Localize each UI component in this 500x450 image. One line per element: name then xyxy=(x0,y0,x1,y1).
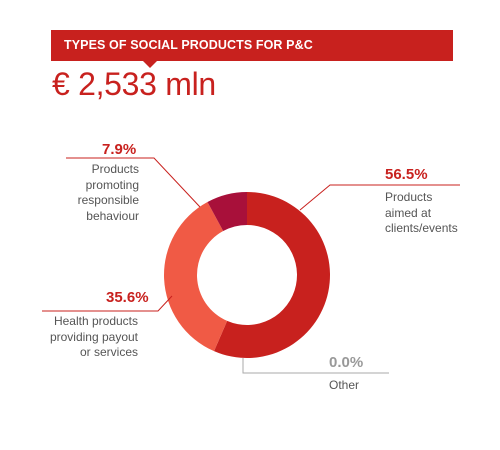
leader-health xyxy=(42,295,173,312)
label-health-pct: 35.6% xyxy=(106,289,149,306)
title-bar: TYPES OF SOCIAL PRODUCTS FOR P&C xyxy=(51,30,453,68)
label-health-name: Health products providing payout or serv… xyxy=(49,314,138,359)
leader-clients-events xyxy=(299,184,460,211)
label-clients-events-pct: 56.5% xyxy=(385,166,428,183)
leader-other xyxy=(242,358,389,374)
label-clients-events-name: Products aimed at clients/events xyxy=(385,190,458,235)
label-responsible-name: Products promoting responsible behaviour xyxy=(77,162,139,223)
title-notch xyxy=(143,61,157,68)
leader-responsible xyxy=(66,157,201,208)
label-other-name: Other xyxy=(329,378,360,392)
total-amount: € 2,533 mln xyxy=(52,66,216,102)
chart-title: TYPES OF SOCIAL PRODUCTS FOR P&C xyxy=(64,38,313,52)
label-responsible-pct: 7.9% xyxy=(102,141,137,158)
label-other-pct: 0.0% xyxy=(329,354,364,371)
slice-responsible xyxy=(207,192,247,232)
slice-clients-events xyxy=(214,192,330,358)
slice-health xyxy=(163,202,228,352)
